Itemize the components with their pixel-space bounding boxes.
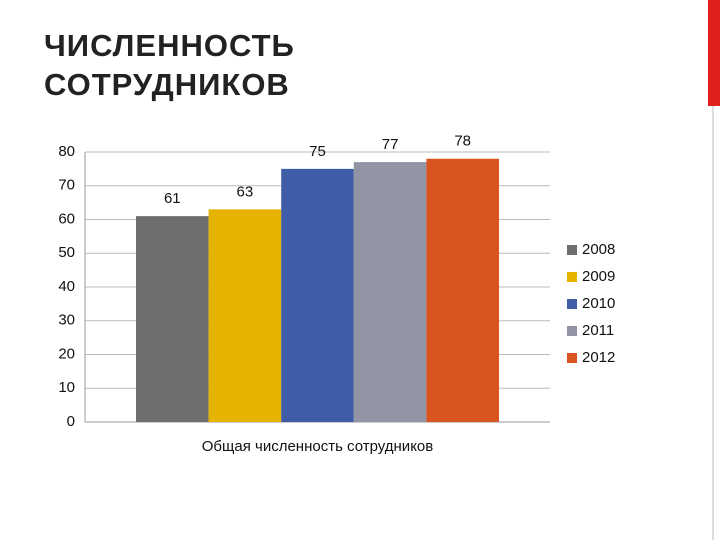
value-label: 75 [309,143,326,160]
bar [136,216,209,422]
accent-bar [708,0,720,106]
legend-label: 2009 [582,268,615,285]
bar [208,209,282,422]
y-tick-label: 60 [58,210,75,227]
value-label: 77 [382,136,399,153]
legend-swatch [567,245,577,255]
slide-title: ЧИСЛЕННОСТЬ СОТРУДНИКОВ [44,28,295,102]
bar [281,168,354,422]
y-tick-label: 0 [67,413,75,430]
legend-swatch [567,299,577,309]
y-tick-label: 40 [58,278,75,295]
legend-label: 2008 [582,241,615,258]
legend-label: 2011 [582,322,614,339]
x-tick-label: Общая численность сотрудников [202,438,433,455]
y-tick-label: 50 [58,244,75,261]
y-tick-label: 20 [58,345,75,362]
value-label: 63 [237,183,254,200]
bar [426,158,499,422]
y-tick-label: 70 [58,177,75,194]
legend-swatch [567,326,577,336]
legend-label: 2012 [582,349,615,366]
legend-label: 2010 [582,295,615,312]
legend-swatch [567,272,577,282]
legend-swatch [567,353,577,363]
y-tick-label: 30 [58,312,75,329]
value-label: 78 [454,133,471,150]
y-tick-label: 10 [58,379,75,396]
y-tick-label: 80 [58,143,75,160]
bar [353,162,427,422]
value-label: 61 [164,190,181,207]
